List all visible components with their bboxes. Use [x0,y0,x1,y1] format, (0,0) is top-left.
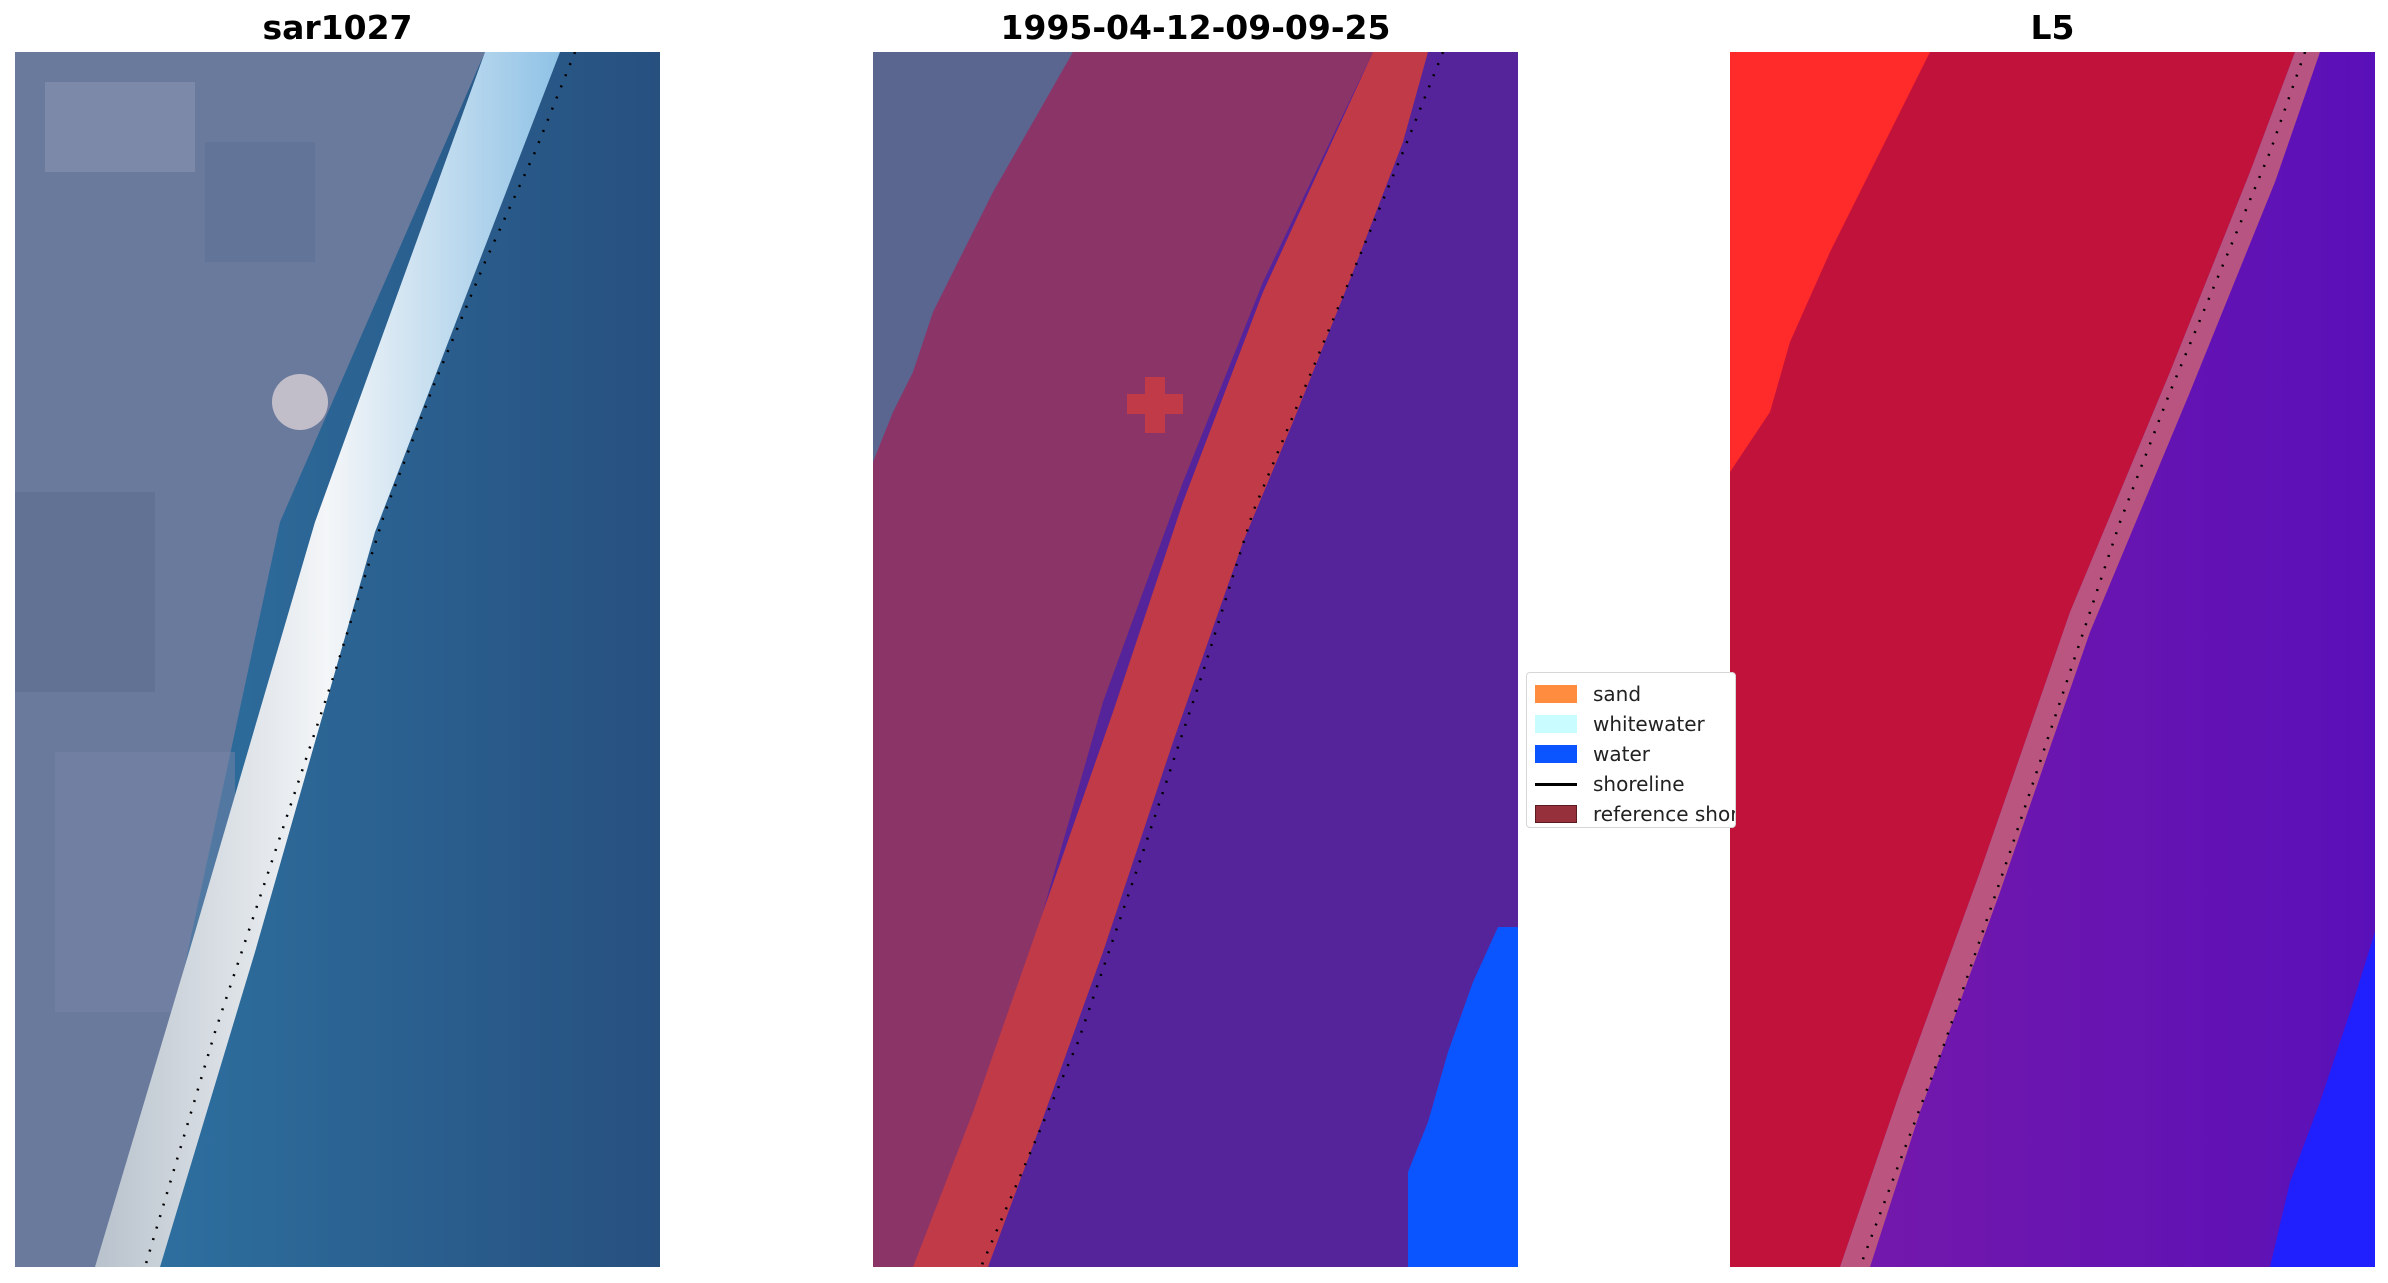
legend-label-sand: sand [1593,682,1642,706]
legend-label-water: water [1593,742,1650,766]
legend-item-water: water [1535,741,1650,767]
legend-item-reference-shoreline: reference shoreline [1535,801,1736,827]
index-high [1730,52,1930,472]
index-deep-water [2270,932,2375,1267]
index-transition [1840,52,2320,1267]
legend-swatch-whitewater [1535,715,1577,733]
panel-title-classification: 1995-04-12-09-09-25 [1000,8,1391,47]
class-unclassified [873,52,1073,462]
panel-title-mndwi: L5 [2030,8,2075,47]
class-sand [913,52,1428,1267]
rgb-land-patch-3 [15,492,155,692]
index-shoreline [1858,52,2307,1267]
panel-title-rgb: sar1027 [262,8,413,47]
legend-label-whitewater: whitewater [1593,712,1705,736]
legend-item-sand: sand [1535,681,1641,707]
index-land [1730,52,2295,1267]
class-water-edge [1408,927,1518,1267]
legend-swatch-water [1535,745,1577,763]
class-land [873,52,1373,1267]
rgb-land-patch-2 [205,142,315,262]
rgb-image-panel [15,52,660,1267]
rgb-sand [95,52,560,1267]
legend-item-whitewater: whitewater [1535,711,1705,737]
legend: sand whitewater water shoreline referenc… [1526,672,1736,828]
rgb-bright-spot [272,374,328,430]
classification-panel [873,52,1518,1267]
class-sand-blob-2 [1127,394,1183,414]
rgb-land-patch [45,82,195,172]
legend-label-reference-shoreline: reference shoreline [1593,802,1736,826]
legend-swatch-sand [1535,685,1577,703]
index-panel [1730,52,2375,1267]
legend-label-shoreline: shoreline [1593,772,1685,796]
legend-item-shoreline: shoreline [1535,771,1685,797]
legend-line-shoreline [1535,782,1577,786]
legend-swatch-reference-shoreline [1535,805,1577,823]
